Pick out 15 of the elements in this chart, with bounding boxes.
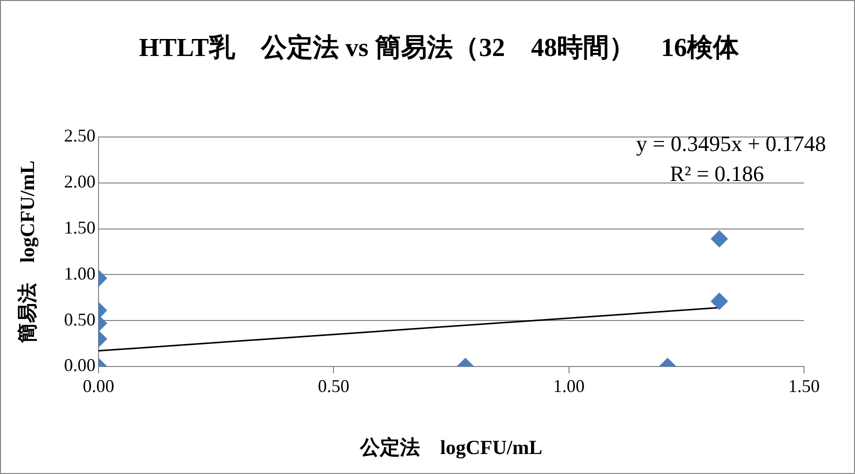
y-axis-title: 簡易法 logCFU/mL [17,160,40,344]
y-tick-label: 0.50 [64,309,96,330]
x-tick-label: 1.50 [788,376,820,396]
chart-title: HTLT乳 公定法 vs 簡易法（32 48時間） 16検体 [138,32,740,64]
x-tick-label: 0.00 [82,376,114,396]
y-tick-label: 2.50 [64,126,96,146]
x-tick-label: 0.50 [318,376,350,396]
annotation: R² = 0.186 [670,160,764,186]
y-tick-label: 0.00 [64,355,96,376]
x-tick-label: 1.00 [553,376,585,396]
y-tick-label: 1.50 [64,217,96,238]
y-tick-label: 1.00 [64,263,96,284]
y-tick-label: 2.00 [64,172,96,192]
annotation: y = 0.3495x + 0.1748 [636,130,826,156]
x-axis-title: 公定法 logCFU/mL [359,436,542,460]
